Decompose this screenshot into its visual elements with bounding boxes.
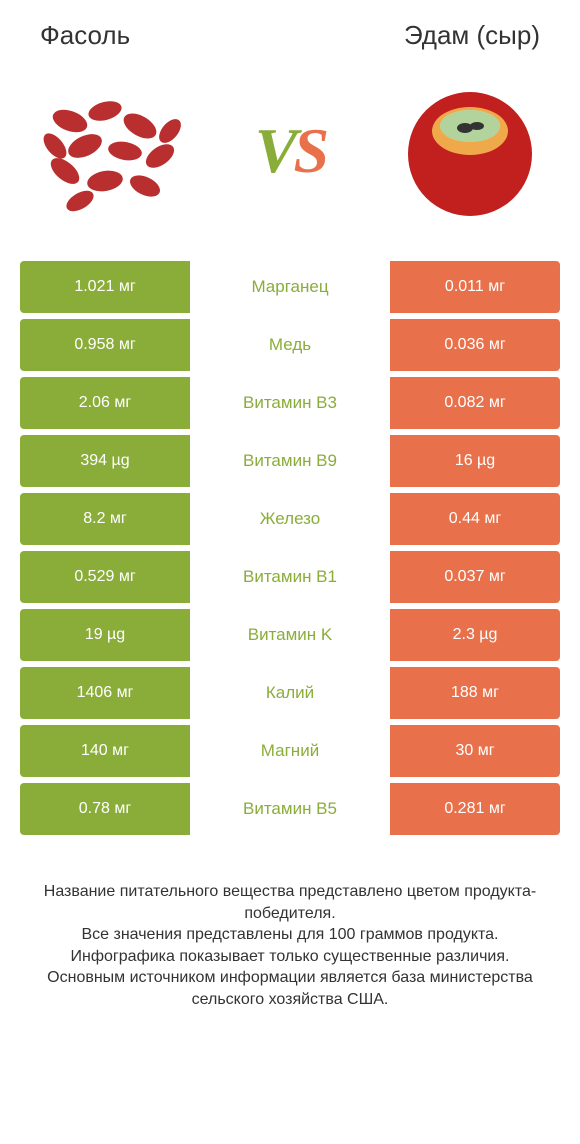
left-value-cell: 8.2 мг bbox=[20, 493, 190, 545]
nutrient-label: Витамин B3 bbox=[190, 377, 390, 429]
right-value-cell: 0.44 мг bbox=[390, 493, 560, 545]
vs-letter-s: S bbox=[294, 115, 326, 186]
cheese-icon bbox=[395, 76, 545, 226]
table-row: 1.021 мгМарганец0.011 мг bbox=[20, 261, 560, 313]
left-value-cell: 2.06 мг bbox=[20, 377, 190, 429]
nutrient-label: Калий bbox=[190, 667, 390, 719]
right-value-cell: 0.036 мг bbox=[390, 319, 560, 371]
table-row: 0.529 мгВитамин B10.037 мг bbox=[20, 551, 560, 603]
left-value-cell: 0.958 мг bbox=[20, 319, 190, 371]
left-value-cell: 140 мг bbox=[20, 725, 190, 777]
right-value-cell: 30 мг bbox=[390, 725, 560, 777]
left-value-cell: 1.021 мг bbox=[20, 261, 190, 313]
vs-letter-v: V bbox=[255, 115, 294, 186]
right-value-cell: 0.037 мг bbox=[390, 551, 560, 603]
table-row: 140 мгМагний30 мг bbox=[20, 725, 560, 777]
table-row: 2.06 мгВитамин B30.082 мг bbox=[20, 377, 560, 429]
nutrient-label: Витамин B9 bbox=[190, 435, 390, 487]
nutrient-label: Марганец bbox=[190, 261, 390, 313]
right-value-cell: 16 µg bbox=[390, 435, 560, 487]
table-row: 0.78 мгВитамин B50.281 мг bbox=[20, 783, 560, 835]
left-value-cell: 1406 мг bbox=[20, 667, 190, 719]
nutrient-label: Витамин K bbox=[190, 609, 390, 661]
right-value-cell: 188 мг bbox=[390, 667, 560, 719]
nutrient-label: Железо bbox=[190, 493, 390, 545]
header: Фасоль Эдам (сыр) bbox=[0, 0, 580, 61]
nutrient-label: Магний bbox=[190, 725, 390, 777]
nutrient-label: Витамин B1 bbox=[190, 551, 390, 603]
nutrient-label: Витамин B5 bbox=[190, 783, 390, 835]
left-value-cell: 0.529 мг bbox=[20, 551, 190, 603]
table-row: 0.958 мгМедь0.036 мг bbox=[20, 319, 560, 371]
vs-badge: VS bbox=[255, 114, 325, 188]
footer-notes: Название питательного вещества представл… bbox=[0, 841, 580, 1011]
table-row: 1406 мгКалий188 мг bbox=[20, 667, 560, 719]
footer-line: Основным источником информации является … bbox=[30, 967, 550, 1010]
right-value-cell: 0.281 мг bbox=[390, 783, 560, 835]
right-product-image bbox=[390, 71, 550, 231]
table-row: 19 µgВитамин K2.3 µg bbox=[20, 609, 560, 661]
right-value-cell: 0.082 мг bbox=[390, 377, 560, 429]
table-row: 8.2 мгЖелезо0.44 мг bbox=[20, 493, 560, 545]
footer-line: Инфографика показывает только существенн… bbox=[30, 946, 550, 968]
right-product-title: Эдам (сыр) bbox=[404, 20, 540, 51]
left-value-cell: 0.78 мг bbox=[20, 783, 190, 835]
footer-line: Все значения представлены для 100 граммо… bbox=[30, 924, 550, 946]
left-product-image bbox=[30, 71, 190, 231]
footer-line: Название питательного вещества представл… bbox=[30, 881, 550, 924]
beans-icon bbox=[30, 81, 190, 221]
table-row: 394 µgВитамин B916 µg bbox=[20, 435, 560, 487]
left-value-cell: 19 µg bbox=[20, 609, 190, 661]
nutrient-label: Медь bbox=[190, 319, 390, 371]
left-value-cell: 394 µg bbox=[20, 435, 190, 487]
right-value-cell: 2.3 µg bbox=[390, 609, 560, 661]
right-value-cell: 0.011 мг bbox=[390, 261, 560, 313]
images-row: VS bbox=[0, 61, 580, 261]
comparison-table: 1.021 мгМарганец0.011 мг0.958 мгМедь0.03… bbox=[0, 261, 580, 835]
left-product-title: Фасоль bbox=[40, 20, 130, 51]
